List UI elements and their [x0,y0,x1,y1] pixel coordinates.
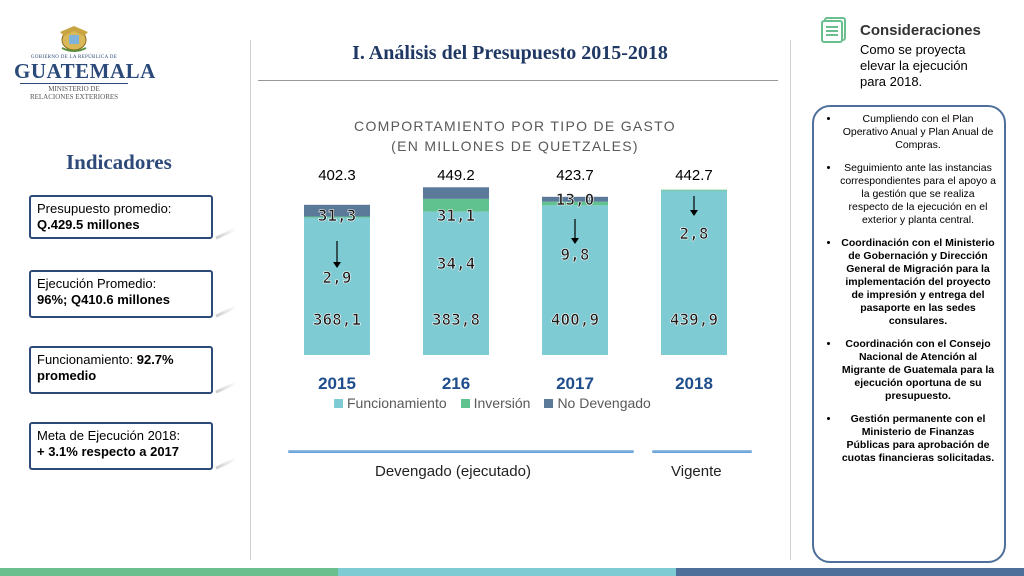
indicator-box-goal: Meta de Ejecución 2018: + 3.1% respecto … [29,422,213,470]
box-shadow [215,381,237,394]
legend-label: No Devengado [557,395,651,411]
considerations-title: Consideraciones [860,22,981,39]
bar-segment-funcionamiento [304,217,370,355]
box-shadow [215,227,237,240]
left-divider [250,40,251,560]
indicator-value: promedio [37,368,97,383]
bar-segment-inversión [542,201,608,206]
ministry-line2: RELACIONES EXTERIORES [29,93,119,101]
legend-swatch [334,398,343,408]
data-label: 9,8 [561,245,590,264]
total-label: 402.3 [318,167,356,184]
indicator-box-budget: Presupuesto promedio: Q.429.5 millones [29,195,213,239]
document-list-icon [821,17,846,43]
indicator-label: Presupuesto promedio: [37,201,172,216]
legend-item-inversion: Inversión [460,395,531,411]
chart-title: COMPORTAMIENTO POR TIPO DE GASTO (EN MIL… [330,116,700,156]
indicator-label: Meta de Ejecución 2018: [37,428,181,443]
data-label: 383,8 [432,310,480,329]
coat-of-arms-icon [60,26,88,52]
legend-item-no-devengado: No Devengado [544,395,651,411]
box-shadow [215,305,237,318]
data-label: 31,1 [437,206,476,225]
arrow-head-icon [571,238,579,244]
category-label: 2017 [556,374,594,393]
bar-segment-no-devengado [423,187,489,199]
footer-color-bar [0,568,1024,576]
data-label: 439,9 [670,310,718,329]
current-bracket [652,450,752,453]
considerations-panel: Cumpliendo con el Plan Operativo Anual y… [812,105,1006,563]
legend-swatch [460,398,470,408]
consideration-item: Coordinación con el Ministerio de Gobern… [840,237,996,328]
arrow-head-icon [690,210,698,216]
total-label: 442.7 [675,167,713,184]
indicator-box-operation: Funcionamiento: 92.7% promedio [29,346,213,394]
republic-text: GOBIERNO DE LA REPÚBLICA DE [30,55,118,60]
ministry-line1: MINISTERIO DE [48,85,100,93]
legend-label: Funcionamiento [347,395,447,411]
bar-segment-inversión [661,189,727,191]
indicator-label: Ejecución Promedio: [37,276,157,291]
data-label: 368,1 [313,310,361,329]
data-label: 34,4 [437,254,476,273]
executed-label: Devengado (ejecutado) [375,463,531,480]
total-label: 423.7 [556,167,594,184]
bar-segment-no-devengado [304,204,370,217]
legend-label: Inversión [473,395,531,411]
total-label: 449.2 [437,167,475,184]
bar-segment-inversión [423,198,489,212]
legend-item-funcionamiento: Funcionamiento [334,395,447,411]
indicator-inline-value: 92.7% [136,352,174,367]
consideration-item: Cumpliendo con el Plan Operativo Anual y… [840,113,996,152]
chart-legend: Funcionamiento Inversión No Devengado [334,395,651,411]
country-text: GUATEMALA [14,59,156,83]
bar-segment-inversión [304,216,370,218]
bar-segment-no-devengado [542,196,608,202]
indicators-title: Indicadores [66,150,172,174]
data-label: 2,9 [323,268,352,287]
data-label: 13,0 [556,190,595,209]
logo-divider [20,83,128,84]
bar-segment-funcionamiento [423,211,489,355]
guatemala-logo: GOBIERNO DE LA REPÚBLICA DE GUATEMALA MI… [14,22,156,101]
indicator-value: Q.429.5 millones [37,217,140,232]
chart-title-line1: COMPORTAMIENTO POR TIPO DE GASTO [354,118,676,134]
consideration-item: Seguimiento ante las instancias correspo… [840,162,996,227]
indicator-label: Funcionamiento: [37,352,137,367]
category-label: 216 [442,374,470,393]
bar-segment-funcionamiento [661,190,727,355]
stacked-bar-chart: 402.3 2015 368,1 2,9 31,3 449.2 216 383,8 34,4 31… [304,167,727,393]
indicator-value: + 3.1% respecto a 2017 [37,444,180,459]
data-label: 400,9 [551,310,599,329]
data-label: 31,3 [318,206,357,225]
current-label: Vigente [671,463,722,480]
executed-bracket [288,450,634,453]
consideration-item: Gestión permanente con el Ministerio de … [840,413,996,465]
category-label: 2018 [675,374,713,393]
indicator-box-execution: Ejecución Promedio: 96%; Q410.6 millones [29,270,213,318]
category-label: 2015 [318,374,356,393]
considerations-intro: Como se proyecta elevar la ejecución par… [860,42,968,89]
chart-title-line2: (EN MILLONES DE QUETZALES) [391,138,639,154]
consideration-item: Coordinación con el Consejo Nacional de … [840,338,996,403]
box-shadow [215,457,237,470]
arrow-head-icon [333,262,341,268]
right-divider [790,40,791,560]
page-title: I. Análisis del Presupuesto 2015-2018 [352,42,668,64]
indicator-value: 96%; Q410.6 millones [37,292,170,307]
legend-swatch [544,398,554,408]
data-label: 2,8 [680,224,709,243]
title-underline [258,80,778,81]
